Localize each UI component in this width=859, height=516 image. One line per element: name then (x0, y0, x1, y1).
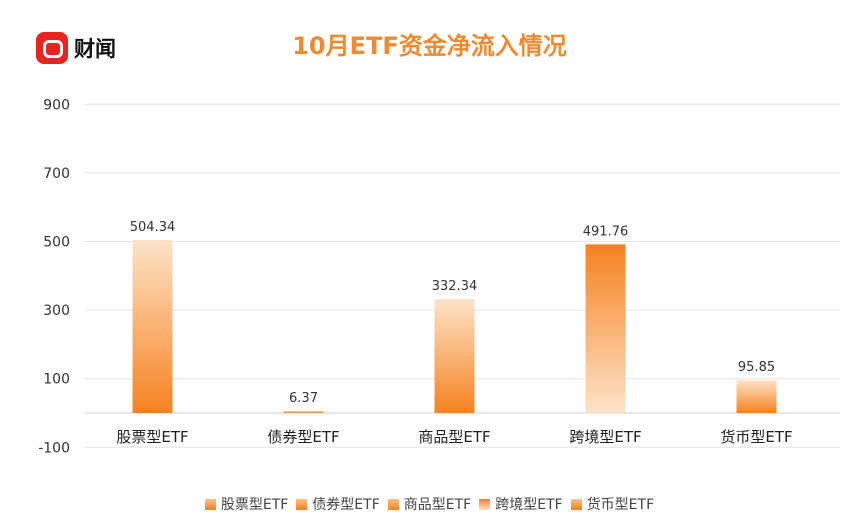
chart-title: 10月ETF资金净流入情况 (292, 32, 567, 60)
logo-icon (36, 32, 68, 64)
x-tick-label: 跨境型ETF (569, 428, 641, 446)
legend-label: 跨境型ETF (495, 497, 563, 513)
legend-swatch (570, 499, 582, 510)
data-label: 504.34 (130, 220, 176, 235)
legend-item[interactable]: 股票型ETF (204, 494, 289, 514)
y-tick-label: -100 (38, 440, 70, 456)
bar (132, 240, 173, 413)
legend-swatch (296, 499, 308, 510)
logo: 财闻 (36, 32, 116, 64)
legend-label: 货币型ETF (586, 497, 655, 513)
legend-swatch (387, 499, 399, 510)
y-tick-label: 500 (43, 235, 70, 251)
x-tick-label: 债券型ETF (267, 428, 339, 446)
x-tick-label: 货币型ETF (720, 428, 792, 446)
y-tick-label: 700 (43, 166, 70, 182)
legend: 股票型ETF 债券型ETF 商品型ETF 跨境型ETF 货币型ETF (0, 494, 859, 514)
legend-item[interactable]: 货币型ETF (570, 494, 655, 514)
legend-label: 股票型ETF (220, 497, 289, 513)
bar (283, 410, 324, 413)
legend-swatch (204, 499, 216, 510)
data-label: 95.85 (738, 360, 775, 375)
y-tick-label: 100 (43, 372, 70, 388)
legend-item[interactable]: 商品型ETF (387, 494, 472, 514)
legend-item[interactable]: 跨境型ETF (479, 494, 563, 514)
legend-item[interactable]: 债券型ETF (296, 494, 380, 514)
data-label: 6.37 (289, 391, 318, 406)
legend-label: 债券型ETF (312, 497, 380, 513)
data-label: 332.34 (432, 279, 478, 294)
legend-label: 商品型ETF (403, 497, 472, 513)
legend-swatch (479, 499, 491, 510)
bar (434, 299, 475, 413)
bar (585, 244, 626, 413)
bar (736, 380, 777, 413)
x-tick-label: 商品型ETF (418, 428, 490, 446)
y-tick-label: 300 (43, 303, 70, 319)
y-tick-label: 900 (43, 97, 70, 113)
data-label: 491.76 (583, 224, 629, 239)
logo-text: 财闻 (74, 37, 116, 61)
x-tick-label: 股票型ETF (116, 428, 188, 446)
